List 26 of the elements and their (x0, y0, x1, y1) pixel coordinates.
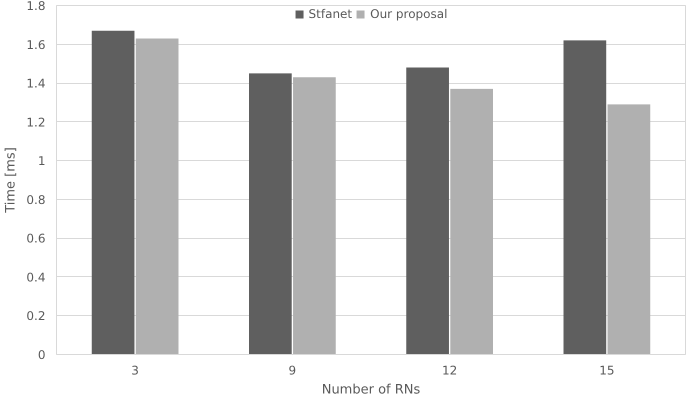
y-tick-label: 1 (38, 154, 46, 168)
bar (92, 30, 134, 354)
legend-label: Our proposal (370, 7, 448, 21)
x-tick-label: 3 (131, 364, 139, 378)
x-tick-label: 9 (288, 364, 296, 378)
y-axis-title: Time [ms] (3, 147, 18, 214)
legend-label: Stfanet (308, 7, 352, 21)
x-tick-label: 15 (599, 364, 615, 378)
y-tick-label: 1.2 (26, 115, 46, 130)
x-tick-label: 12 (442, 364, 458, 378)
y-tick-label: 0.2 (26, 309, 46, 324)
bar (293, 77, 336, 354)
y-tick-label: 1.4 (26, 76, 46, 91)
y-tick-label: 0 (38, 348, 46, 362)
bar (608, 104, 650, 354)
bar (136, 38, 178, 354)
y-tick-label: 1.8 (26, 0, 46, 13)
y-tick-label: 0.8 (26, 192, 46, 207)
y-tick-label: 1.6 (26, 38, 46, 52)
bar (564, 40, 606, 354)
x-axis-title: Number of RNs (322, 382, 420, 398)
y-tick-label: 0.4 (26, 270, 46, 284)
bar (450, 88, 493, 354)
bar (406, 68, 449, 354)
bar (249, 73, 292, 354)
y-tick-label: 0.6 (26, 232, 46, 246)
